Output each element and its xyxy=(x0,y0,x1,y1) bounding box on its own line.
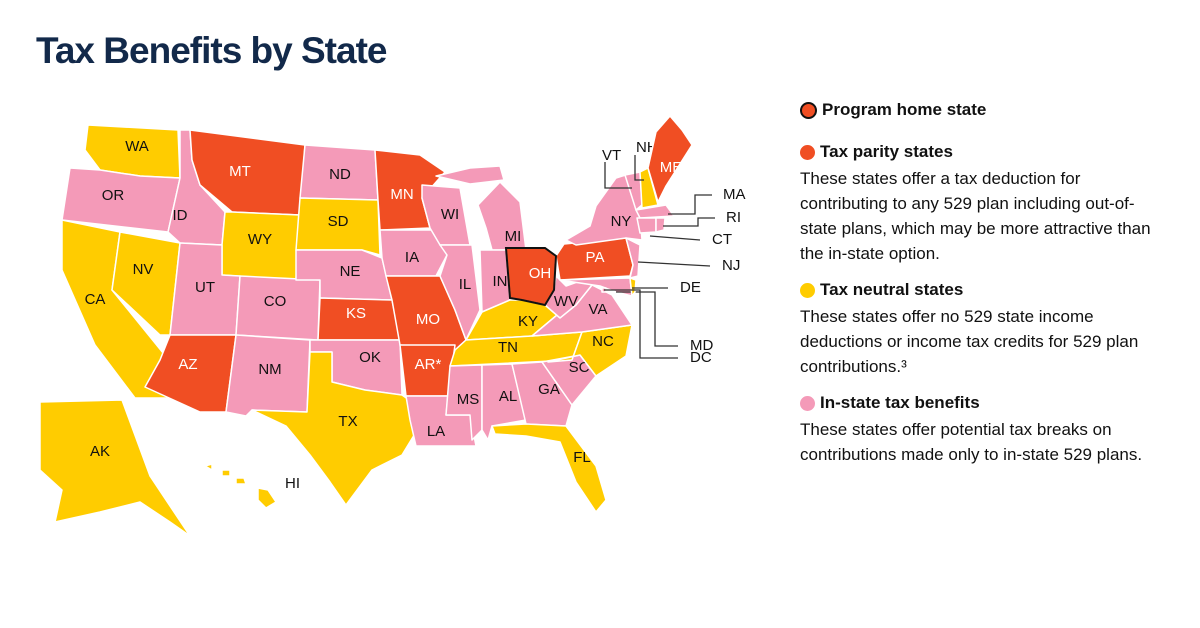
state-nv xyxy=(111,231,181,336)
state-hi xyxy=(235,477,247,485)
state-label: NM xyxy=(258,361,281,378)
state-label: MO xyxy=(416,311,440,328)
state-label: CT xyxy=(712,231,732,248)
state-sd xyxy=(295,197,381,256)
legend-heading: Program home state xyxy=(822,100,987,119)
home-state-swatch xyxy=(800,101,817,119)
leader-line xyxy=(634,155,644,181)
leader-line xyxy=(649,235,701,241)
home-state-outline xyxy=(504,247,558,307)
legend-heading: Tax neutral states xyxy=(820,280,964,299)
state-label: SC xyxy=(569,359,590,376)
state-label: TN xyxy=(498,339,518,356)
state-ga xyxy=(511,361,573,427)
state-label: TX xyxy=(338,413,357,430)
state-nh xyxy=(639,167,659,209)
state-label: IA xyxy=(405,249,419,266)
state-tx xyxy=(251,351,417,506)
state-ak xyxy=(39,399,191,537)
state-label: MT xyxy=(229,163,251,180)
state-hi xyxy=(221,469,231,477)
state-label: NV xyxy=(133,261,154,278)
state-hi xyxy=(204,463,213,471)
leader-line xyxy=(663,217,715,227)
state-label: GA xyxy=(538,381,560,398)
state-label: ME xyxy=(660,159,683,176)
state-nj xyxy=(625,237,641,279)
state-fl xyxy=(491,423,607,513)
legend-heading: Tax parity states xyxy=(820,142,953,161)
leader-line xyxy=(637,261,711,267)
state-label: NJ xyxy=(722,257,740,274)
leader-line xyxy=(616,291,678,347)
state-label: SD xyxy=(328,213,349,230)
state-ri xyxy=(655,217,666,233)
instate-swatch xyxy=(800,395,815,411)
legend-instate: In-state tax benefits xyxy=(800,393,1160,413)
state-label: NY xyxy=(611,213,632,230)
state-label: KS xyxy=(346,305,366,322)
state-label: KY xyxy=(518,313,538,330)
leader-line xyxy=(604,162,632,189)
state-label: DE xyxy=(680,279,701,296)
leader-line xyxy=(604,289,678,359)
legend-neutral: Tax neutral states xyxy=(800,280,1160,300)
state-label: IL xyxy=(459,276,472,293)
state-il xyxy=(439,244,481,341)
state-label: ID xyxy=(173,207,188,224)
state-label: WA xyxy=(125,138,149,155)
state-label: DC xyxy=(690,349,712,366)
state-label: CO xyxy=(264,293,287,310)
legend-text: These states offer no 529 state income d… xyxy=(800,307,1139,376)
state-ma xyxy=(635,204,675,219)
state-label: AZ xyxy=(178,356,197,373)
state-label: MD xyxy=(690,337,713,354)
us-map: WA OR CA NV ID MT WY UT CO AZ NM ND SD NE KS OK TX MN IA MO… xyxy=(39,115,746,537)
state-label: NE xyxy=(340,263,361,280)
state-label: MA xyxy=(723,186,746,203)
state-label: VA xyxy=(589,301,608,318)
state-label: ND xyxy=(329,166,351,183)
state-label: AK xyxy=(90,443,110,460)
state-hi xyxy=(257,487,277,509)
state-label: MS xyxy=(457,391,480,408)
state-label: RI xyxy=(726,209,741,226)
state-label: FL xyxy=(573,449,591,466)
state-label: MI xyxy=(505,228,522,245)
state-label: HI xyxy=(285,475,300,492)
parity-swatch xyxy=(800,144,815,160)
leader-line xyxy=(668,194,712,215)
state-md xyxy=(559,277,633,297)
state-label: OH xyxy=(529,265,552,282)
legend-heading: In-state tax benefits xyxy=(820,393,980,412)
state-label: AR* xyxy=(415,356,442,373)
state-label: WY xyxy=(248,231,272,248)
legend-parity: Tax parity states xyxy=(800,142,1160,162)
neutral-swatch xyxy=(800,282,815,298)
legend-text: These states offer potential tax breaks … xyxy=(800,420,1143,464)
state-label: IN xyxy=(493,273,508,290)
state-me xyxy=(647,115,693,203)
state-label: OK xyxy=(359,349,381,366)
state-label: CA xyxy=(85,291,106,308)
legend-text: These states offer a tax deduction for c… xyxy=(800,169,1151,263)
state-label: MN xyxy=(390,186,413,203)
state-label: OR xyxy=(102,187,125,204)
page-title: Tax Benefits by State xyxy=(36,30,387,71)
state-label: NC xyxy=(592,333,614,350)
legend: Program home state Tax parity states The… xyxy=(800,100,1160,481)
state-label: VT xyxy=(602,147,621,164)
state-label: LA xyxy=(427,423,445,440)
state-label: WI xyxy=(441,206,459,223)
state-ct xyxy=(636,217,657,234)
state-mi xyxy=(435,165,505,185)
legend-home: Program home state xyxy=(800,100,1160,120)
state-label: AL xyxy=(499,388,517,405)
state-label: WV xyxy=(554,293,578,310)
state-label: UT xyxy=(195,279,215,296)
state-label: PA xyxy=(586,249,605,266)
